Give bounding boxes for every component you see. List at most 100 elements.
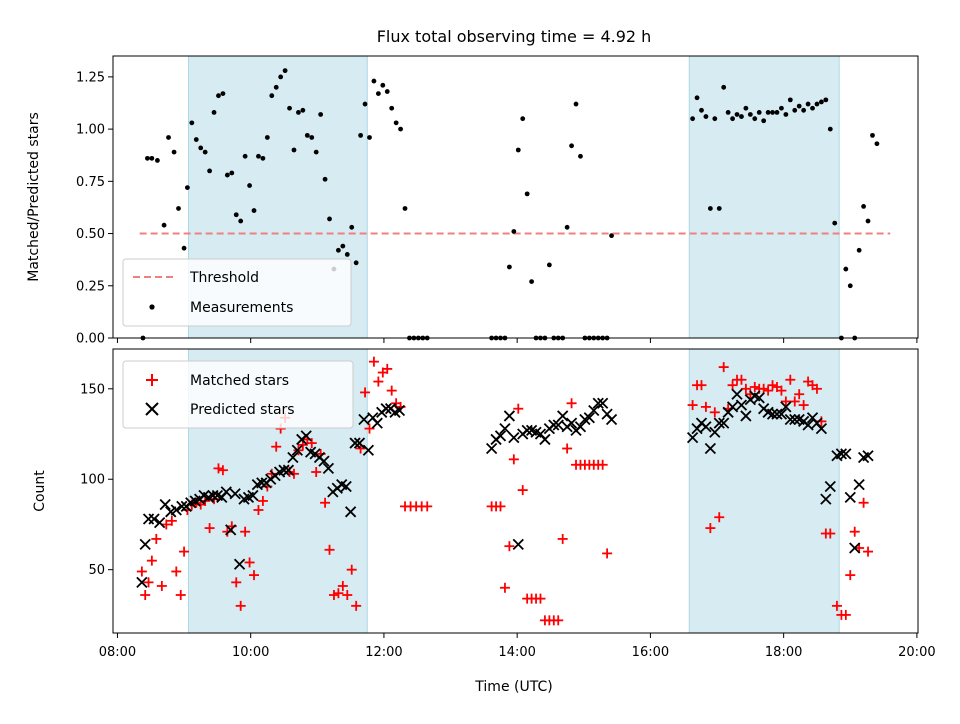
predicted-stars-point	[731, 388, 743, 400]
matched-stars-point	[288, 468, 299, 479]
matched-stars-point	[179, 546, 190, 557]
matched-stars-point	[171, 566, 182, 577]
measurement-point	[273, 84, 279, 90]
matched-stars-point	[597, 459, 608, 470]
predicted-stars-point	[775, 408, 788, 420]
x-tick-label: 16:00	[632, 645, 669, 660]
predicted-stars-point	[709, 426, 721, 438]
measurement-point	[743, 105, 749, 111]
matched-stars-point	[789, 396, 800, 407]
measurement-point	[819, 99, 824, 105]
matched-stars-point	[687, 400, 698, 411]
measurement-point	[229, 170, 235, 176]
measurement-point	[827, 126, 833, 132]
legend-top: Threshold Measurements	[122, 258, 352, 327]
matched-stars-point	[175, 590, 186, 601]
predicted-stars-point	[588, 404, 600, 417]
matched-stars-point	[422, 501, 433, 512]
legend-matched-label: Matched stars	[190, 373, 289, 389]
measurement-point	[184, 185, 190, 191]
predicted-stars-point	[176, 500, 188, 513]
predicted-stars-point	[153, 517, 166, 529]
x-tick-label: 10:00	[232, 645, 269, 660]
predicted-stars-point	[605, 413, 618, 426]
matched-stars-point	[831, 600, 842, 611]
matched-stars-point	[244, 557, 255, 568]
measurement-point	[216, 93, 221, 99]
matched-stars-point	[253, 504, 264, 515]
measurement-point	[247, 183, 252, 188]
measurement-point	[318, 112, 324, 117]
matched-stars-point	[840, 609, 851, 620]
predicted-stars-point	[700, 421, 712, 433]
matched-stars-point	[513, 403, 524, 414]
measurement-point	[309, 135, 315, 140]
measurement-point	[238, 218, 244, 224]
measurement-point	[287, 105, 292, 111]
measurement-point	[242, 153, 248, 159]
measurement-point	[694, 95, 700, 101]
predicted-stars-point	[139, 538, 151, 550]
measurement-point	[344, 252, 350, 257]
measurement-point	[520, 116, 526, 122]
predicted-stars-point	[159, 498, 171, 511]
measurement-point	[269, 93, 275, 99]
matched-stars-point	[373, 376, 384, 387]
matched-stars-point	[845, 570, 856, 581]
measurement-point	[336, 247, 341, 253]
measurement-point	[398, 126, 403, 132]
measurement-point	[814, 101, 820, 107]
predicted-stars-point	[548, 419, 560, 431]
predicted-stars-point	[278, 464, 290, 476]
predicted-stars-point	[849, 542, 861, 554]
predicted-stars-point	[824, 480, 836, 493]
measurement-point	[300, 107, 306, 113]
predicted-stars-point	[862, 450, 874, 462]
measurement-point	[752, 116, 758, 122]
matched-stars-point	[328, 590, 339, 601]
measurement-point	[783, 112, 789, 117]
matched-stars-point	[271, 441, 282, 452]
x-tick-label: 18:00	[765, 645, 802, 660]
matched-stars-point	[231, 577, 242, 588]
measurement-point	[770, 110, 775, 115]
measurement-point	[155, 158, 160, 163]
shaded-intervals	[188, 55, 840, 339]
legend-matched-swatch	[146, 374, 158, 386]
matched-stars-point	[705, 523, 716, 534]
matched-stars-point	[700, 401, 711, 412]
predicted-stars-point	[853, 479, 865, 491]
matched-stars-point	[727, 380, 738, 391]
measurement-point	[843, 266, 849, 272]
predicted-stars-point	[300, 430, 312, 442]
measurement-point	[511, 229, 517, 234]
measurement-point	[256, 153, 261, 159]
y-tick-label: 0.50	[76, 227, 105, 242]
measurement-point	[202, 149, 208, 155]
measurement-point	[765, 110, 771, 115]
predicted-stars-point	[256, 477, 268, 489]
y-tick-label: 50	[88, 563, 105, 578]
measurement-point	[730, 116, 735, 122]
predicted-stars-point	[225, 524, 237, 536]
measurement-point	[856, 247, 862, 253]
matched-stars-point	[798, 400, 809, 411]
matched-stars-point	[386, 385, 397, 396]
measurement-point	[609, 233, 614, 239]
predicted-stars-point	[735, 399, 748, 411]
matched-stars-point	[794, 389, 805, 400]
measurement-point	[181, 245, 187, 251]
x-tick-label: 12:00	[365, 645, 402, 660]
predicted-stars-point	[835, 448, 848, 460]
measurement-point	[515, 147, 521, 153]
x-axis-ticks-bottom: 08:00 10:00 12:00 14:00 16:00 18:00 20:00	[99, 633, 936, 660]
matched-stars-point	[749, 381, 760, 392]
matched-stars-point	[217, 465, 228, 476]
legend-threshold-label: Threshold	[189, 270, 259, 286]
matched-stars-point	[825, 528, 836, 539]
matched-stars-point	[320, 497, 331, 508]
legend-bottom-box	[122, 360, 354, 429]
measurement-point	[774, 110, 780, 115]
measurement-point	[264, 135, 270, 140]
